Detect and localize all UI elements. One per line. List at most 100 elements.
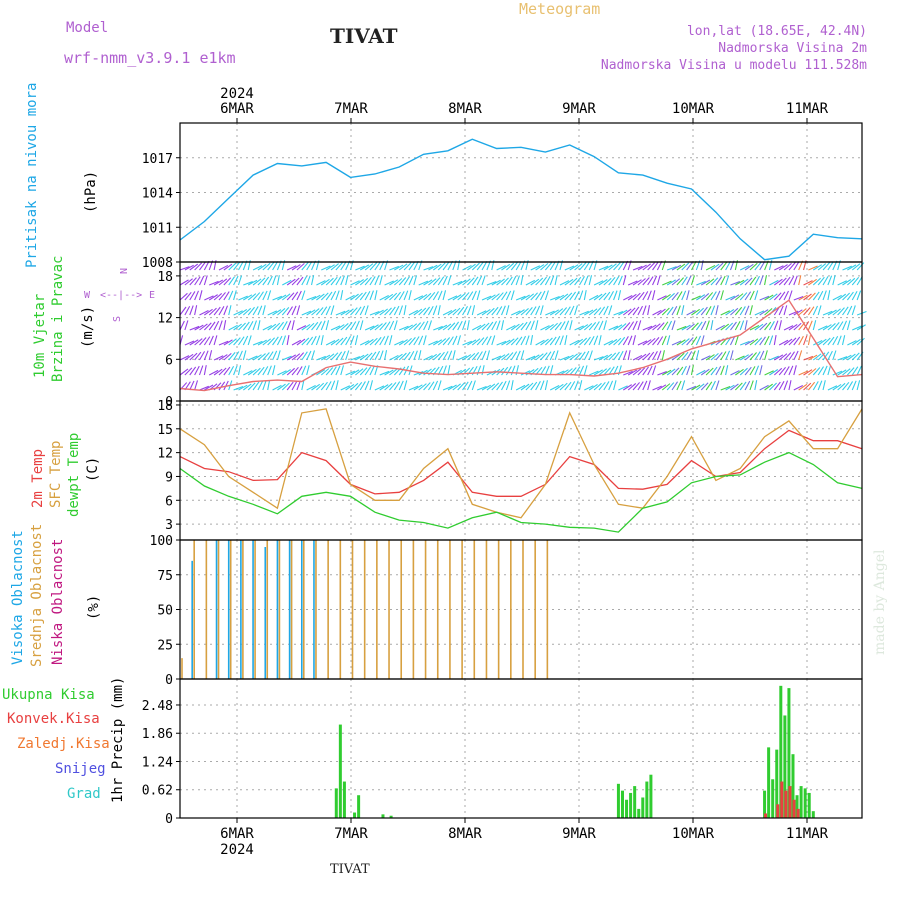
wind-barb: [618, 323, 627, 331]
wind-barb: [520, 350, 525, 361]
wind-barb: [788, 365, 794, 376]
wind-barb: [457, 320, 463, 331]
wind-barb: [306, 385, 316, 391]
wind-barb: [359, 367, 368, 376]
wind-barb: [715, 262, 724, 271]
wind-barb: [413, 336, 420, 346]
wind-barb: [247, 355, 258, 361]
wind-barb: [398, 380, 404, 391]
wind-barb: [535, 264, 545, 271]
wind-barb: [720, 261, 728, 271]
wind-barb: [184, 291, 192, 301]
wind-barb: [398, 277, 407, 286]
wind-barb: [447, 260, 454, 271]
wind-barb: [700, 368, 710, 376]
wind-barb: [403, 290, 409, 301]
wind-barb: [686, 337, 694, 346]
wind-barb: [598, 279, 608, 286]
wind-barb: [525, 382, 534, 391]
wind-barb: [559, 307, 568, 316]
total-precip-bar: [649, 774, 653, 818]
wind-barb: [462, 381, 469, 391]
wind-barb: [608, 325, 619, 331]
wind-barb: [749, 366, 756, 376]
wind-barb: [267, 380, 271, 391]
wind-barb: [700, 335, 705, 346]
wind-barb: [549, 385, 560, 391]
wind-barb: [593, 369, 603, 376]
wind-barb: [413, 350, 418, 361]
wind-barb: [272, 336, 279, 346]
wind-barb: [462, 354, 472, 361]
wind-barb: [296, 366, 303, 376]
wind-barb: [656, 275, 661, 286]
wind-barb: [335, 337, 344, 346]
wind-barb: [632, 382, 640, 391]
wind-barb: [676, 263, 686, 271]
wind-barb: [345, 322, 353, 331]
wind-barb: [827, 385, 838, 391]
wind-barb: [457, 335, 461, 346]
wind-barb: [325, 367, 334, 376]
wind-barb: [340, 350, 346, 361]
wind-barb: [359, 381, 366, 391]
wind-barb: [213, 320, 220, 331]
wind-barb: [384, 350, 388, 361]
y-tick-label: 25: [157, 638, 173, 653]
wind-barb: [730, 370, 740, 376]
wind-barb: [393, 291, 401, 301]
conv-precip-bar: [776, 804, 780, 818]
wind-barb: [710, 263, 720, 271]
wind-barb: [613, 262, 621, 271]
wind-barb: [822, 337, 831, 346]
wind-barb: [661, 383, 671, 391]
wind-barb: [530, 354, 540, 361]
wind-barb: [778, 264, 788, 271]
wind-barb: [306, 365, 310, 376]
wind-barb: [691, 384, 701, 391]
wind-barb: [846, 367, 855, 376]
wind-barb: [847, 353, 856, 361]
wind-barb: [681, 338, 690, 346]
bottom-day-label: 8MAR: [448, 826, 482, 842]
wind-barb: [325, 353, 335, 361]
top-day-label: 9MAR: [562, 101, 596, 117]
wind-barb: [310, 275, 315, 286]
wind-barb: [481, 336, 489, 346]
wind-barb: [574, 352, 582, 361]
coords-label: lon,lat (18.65E, 42.4N): [686, 24, 867, 39]
wind-barb: [320, 381, 328, 391]
wind-barb: [496, 354, 506, 361]
wind-barb: [408, 323, 418, 331]
wind-barb: [184, 305, 191, 316]
wind-barb: [730, 294, 740, 301]
wind-barb: [754, 337, 763, 346]
wind-barb: [535, 291, 542, 301]
wind-barb: [413, 322, 422, 331]
wind-barb: [325, 305, 331, 316]
wind-barb: [754, 261, 762, 271]
wind-barb: [384, 307, 392, 316]
wind-barb: [203, 275, 208, 286]
wind-barb: [452, 335, 458, 346]
wind-barb: [262, 262, 271, 271]
wind-barb: [530, 381, 538, 391]
total-precip-bar: [616, 783, 620, 818]
t2m-line: [179, 429, 863, 497]
wind-barb: [827, 290, 831, 301]
wind-barb: [408, 275, 414, 286]
y-tick-label: 1.24: [142, 755, 173, 770]
wind-barb: [623, 370, 633, 376]
wind-barb: [437, 305, 441, 316]
wind-barb: [384, 293, 394, 301]
wind-barb: [481, 365, 485, 376]
wind-barb: [574, 366, 581, 376]
wind-barb: [769, 293, 778, 301]
wind-barb: [803, 335, 808, 346]
wind-barb: [238, 336, 245, 346]
wind-barb: [793, 336, 801, 346]
wind-barb: [218, 354, 228, 361]
wind-barb: [613, 290, 618, 301]
wind-barb: [447, 295, 458, 301]
